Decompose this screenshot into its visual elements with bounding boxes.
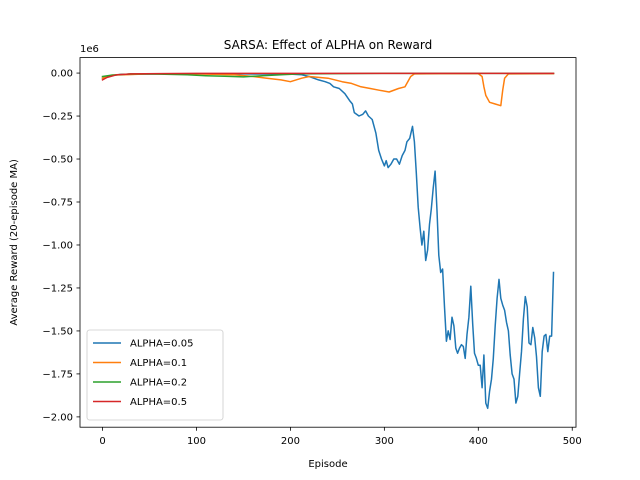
- y-axis: 0.00 −0.25 −0.50 −0.75 −1.00 −1.25 −1.50 −1.75 −…: [42, 69, 80, 423]
- y-tick-label: −0.75: [42, 198, 73, 209]
- y-tick-label: −1.25: [42, 284, 73, 295]
- y-tick-label: −0.25: [42, 112, 73, 123]
- series-line-1: [101, 72, 555, 107]
- x-tick-label: 300: [375, 436, 394, 447]
- y-tick-label: −0.50: [42, 155, 73, 166]
- x-tick-label: 0: [99, 436, 105, 447]
- y-offset-label: 1e6: [80, 44, 99, 55]
- legend-box: [86, 329, 224, 421]
- legend: ALPHA=0.05 ALPHA=0.1 ALPHA=0.2 ALPHA=0.5: [86, 329, 224, 421]
- x-tick-label: 500: [563, 436, 582, 447]
- legend-label: ALPHA=0.2: [130, 378, 187, 389]
- x-tick-label: 100: [187, 436, 206, 447]
- y-tick-label: −1.00: [42, 241, 73, 252]
- y-axis-label: Average Reward (20-episode MA): [9, 159, 20, 326]
- legend-label: ALPHA=0.1: [130, 358, 187, 369]
- chart-title: SARSA: Effect of ALPHA on Reward: [224, 38, 432, 52]
- legend-label: ALPHA=0.5: [130, 397, 187, 408]
- x-tick-label: 200: [281, 436, 300, 447]
- x-axis-label: Episode: [308, 459, 347, 470]
- legend-label: ALPHA=0.05: [130, 339, 193, 350]
- series-line-0: [101, 73, 555, 410]
- y-tick-label: 0.00: [51, 69, 73, 80]
- y-tick-label: −2.00: [42, 412, 73, 423]
- series-line-3: [101, 72, 555, 81]
- plot-frame: [79, 57, 577, 428]
- series-layer: [101, 72, 555, 410]
- x-tick-label: 400: [469, 436, 488, 447]
- x-axis: 0 100 200 300 400 500: [99, 427, 582, 447]
- y-tick-label: −1.75: [42, 370, 73, 381]
- y-tick-label: −1.50: [42, 327, 73, 338]
